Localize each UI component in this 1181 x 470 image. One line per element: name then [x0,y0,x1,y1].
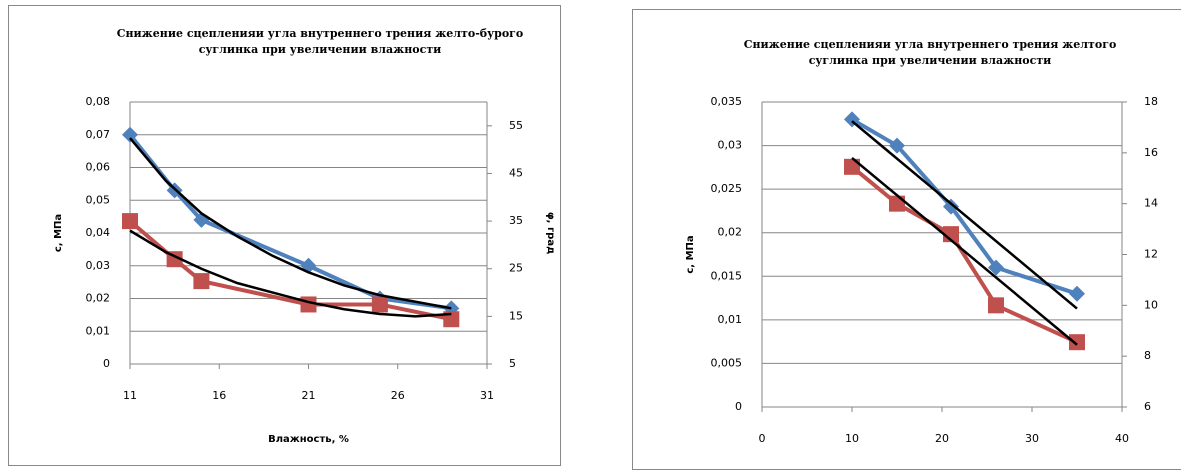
y-tick-label: 0,025 [711,182,743,195]
x-tick-label: 40 [1115,432,1129,445]
x-tick-label: 0 [759,432,766,445]
y-tick-label: 0,01 [86,324,111,337]
y-axis-label: c, МПа [53,214,64,252]
y-tick-label: 0,05 [86,193,111,206]
marker [988,297,1004,314]
y-tick-label: 0,03 [86,259,111,272]
x-tick-label: 30 [1025,432,1039,445]
marker [122,126,138,143]
y2-tick-label: 25 [509,262,523,275]
trend-line [129,137,452,310]
x-tick-label: 26 [391,389,405,402]
marker [122,213,138,230]
marker [889,137,905,154]
marker [371,296,388,313]
y-tick-label: 0,02 [718,226,743,239]
trend-line [851,156,1078,346]
x-tick-label: 16 [212,389,226,402]
y-tick-label: 0,07 [86,128,111,141]
marker [1069,285,1085,302]
x-tick-label: 10 [845,432,859,445]
y-tick-label: 0,015 [711,269,743,282]
y2-tick-label: 35 [509,214,523,227]
chart-title: Снижение сцепленияи угла внутреннего тре… [117,27,524,40]
y-tick-label: 0 [103,357,110,370]
chart-frame [632,9,1181,470]
y2-axis-label: φ, град [545,212,556,254]
x-tick-label: 31 [480,389,494,402]
y2-tick-label: 18 [1144,95,1158,108]
chart-frame [8,5,561,466]
y2-tick-label: 16 [1144,146,1158,159]
y2-tick-label: 6 [1144,400,1151,413]
y2-tick-label: 10 [1144,298,1158,311]
y-tick-label: 0,03 [718,139,743,152]
marker [988,259,1004,276]
y2-tick-label: 5 [509,357,516,370]
chart-title: Снижение сцепленияи угла внутреннего тре… [744,38,1117,51]
y2-tick-label: 55 [509,119,523,132]
x-axis-label: Влажность, % [268,434,349,445]
trend-line [129,229,452,318]
x-tick-label: 20 [935,432,949,445]
y2-tick-label: 15 [509,309,523,322]
y-tick-label: 0,02 [86,292,111,305]
y-tick-label: 0,035 [711,95,743,108]
trend-line [851,120,1078,310]
marker [943,198,959,215]
marker [889,195,905,212]
marker [1069,334,1085,351]
chart-title: суглинка при увеличении влажности [809,54,1052,67]
x-tick-label: 11 [123,389,137,402]
y-tick-label: 0,005 [711,356,743,369]
y2-tick-label: 45 [509,166,523,179]
marker [193,273,210,290]
y2-tick-label: 8 [1144,349,1151,362]
chart-title: суглинка при увеличении влажности [199,43,442,56]
y2-tick-label: 14 [1144,197,1158,210]
y-tick-label: 0,01 [718,313,743,326]
y-tick-label: 0,04 [86,226,111,239]
y2-tick-label: 12 [1144,248,1158,261]
y-tick-label: 0 [735,400,742,413]
x-tick-label: 21 [302,389,316,402]
y-axis-label: c, МПа [685,235,696,273]
y-tick-label: 0,08 [86,95,111,108]
y-tick-label: 0,06 [86,161,111,174]
